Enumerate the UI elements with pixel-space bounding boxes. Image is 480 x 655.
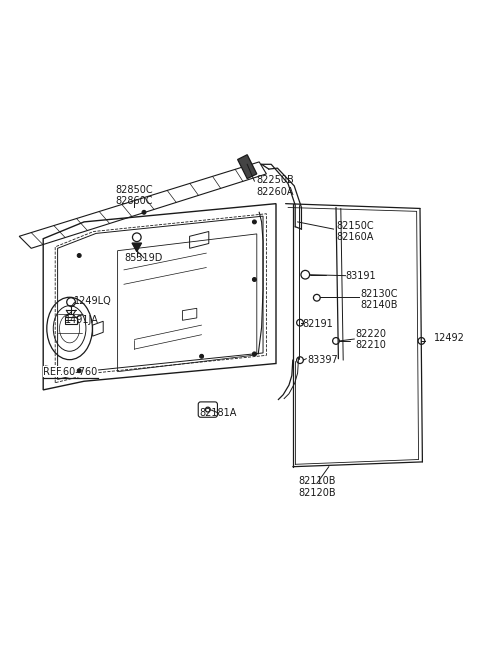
Text: 82191: 82191 <box>302 319 333 329</box>
Circle shape <box>252 220 256 224</box>
Circle shape <box>200 354 204 358</box>
Text: 12492: 12492 <box>434 333 465 343</box>
Text: 82181A: 82181A <box>200 408 237 418</box>
Text: 85319D: 85319D <box>125 253 163 263</box>
Text: 82110B
82120B: 82110B 82120B <box>298 476 336 498</box>
Text: 82130C
82140B: 82130C 82140B <box>360 289 397 310</box>
Text: 82850C
82860C: 82850C 82860C <box>116 185 153 206</box>
Text: 1491JA: 1491JA <box>65 315 99 326</box>
Text: 83191: 83191 <box>346 271 376 280</box>
Circle shape <box>252 278 256 282</box>
Text: 82150C
82160A: 82150C 82160A <box>336 221 373 242</box>
Polygon shape <box>238 155 257 179</box>
Polygon shape <box>132 243 142 252</box>
Text: 82250B
82260A: 82250B 82260A <box>257 175 295 196</box>
Text: 1249LQ: 1249LQ <box>74 296 112 306</box>
Circle shape <box>77 369 81 373</box>
Text: REF.60-760: REF.60-760 <box>43 367 97 377</box>
Circle shape <box>142 210 146 214</box>
Circle shape <box>77 253 81 257</box>
Text: 83397: 83397 <box>307 355 338 365</box>
Text: 82220
82210: 82220 82210 <box>355 329 386 350</box>
Circle shape <box>252 352 256 356</box>
